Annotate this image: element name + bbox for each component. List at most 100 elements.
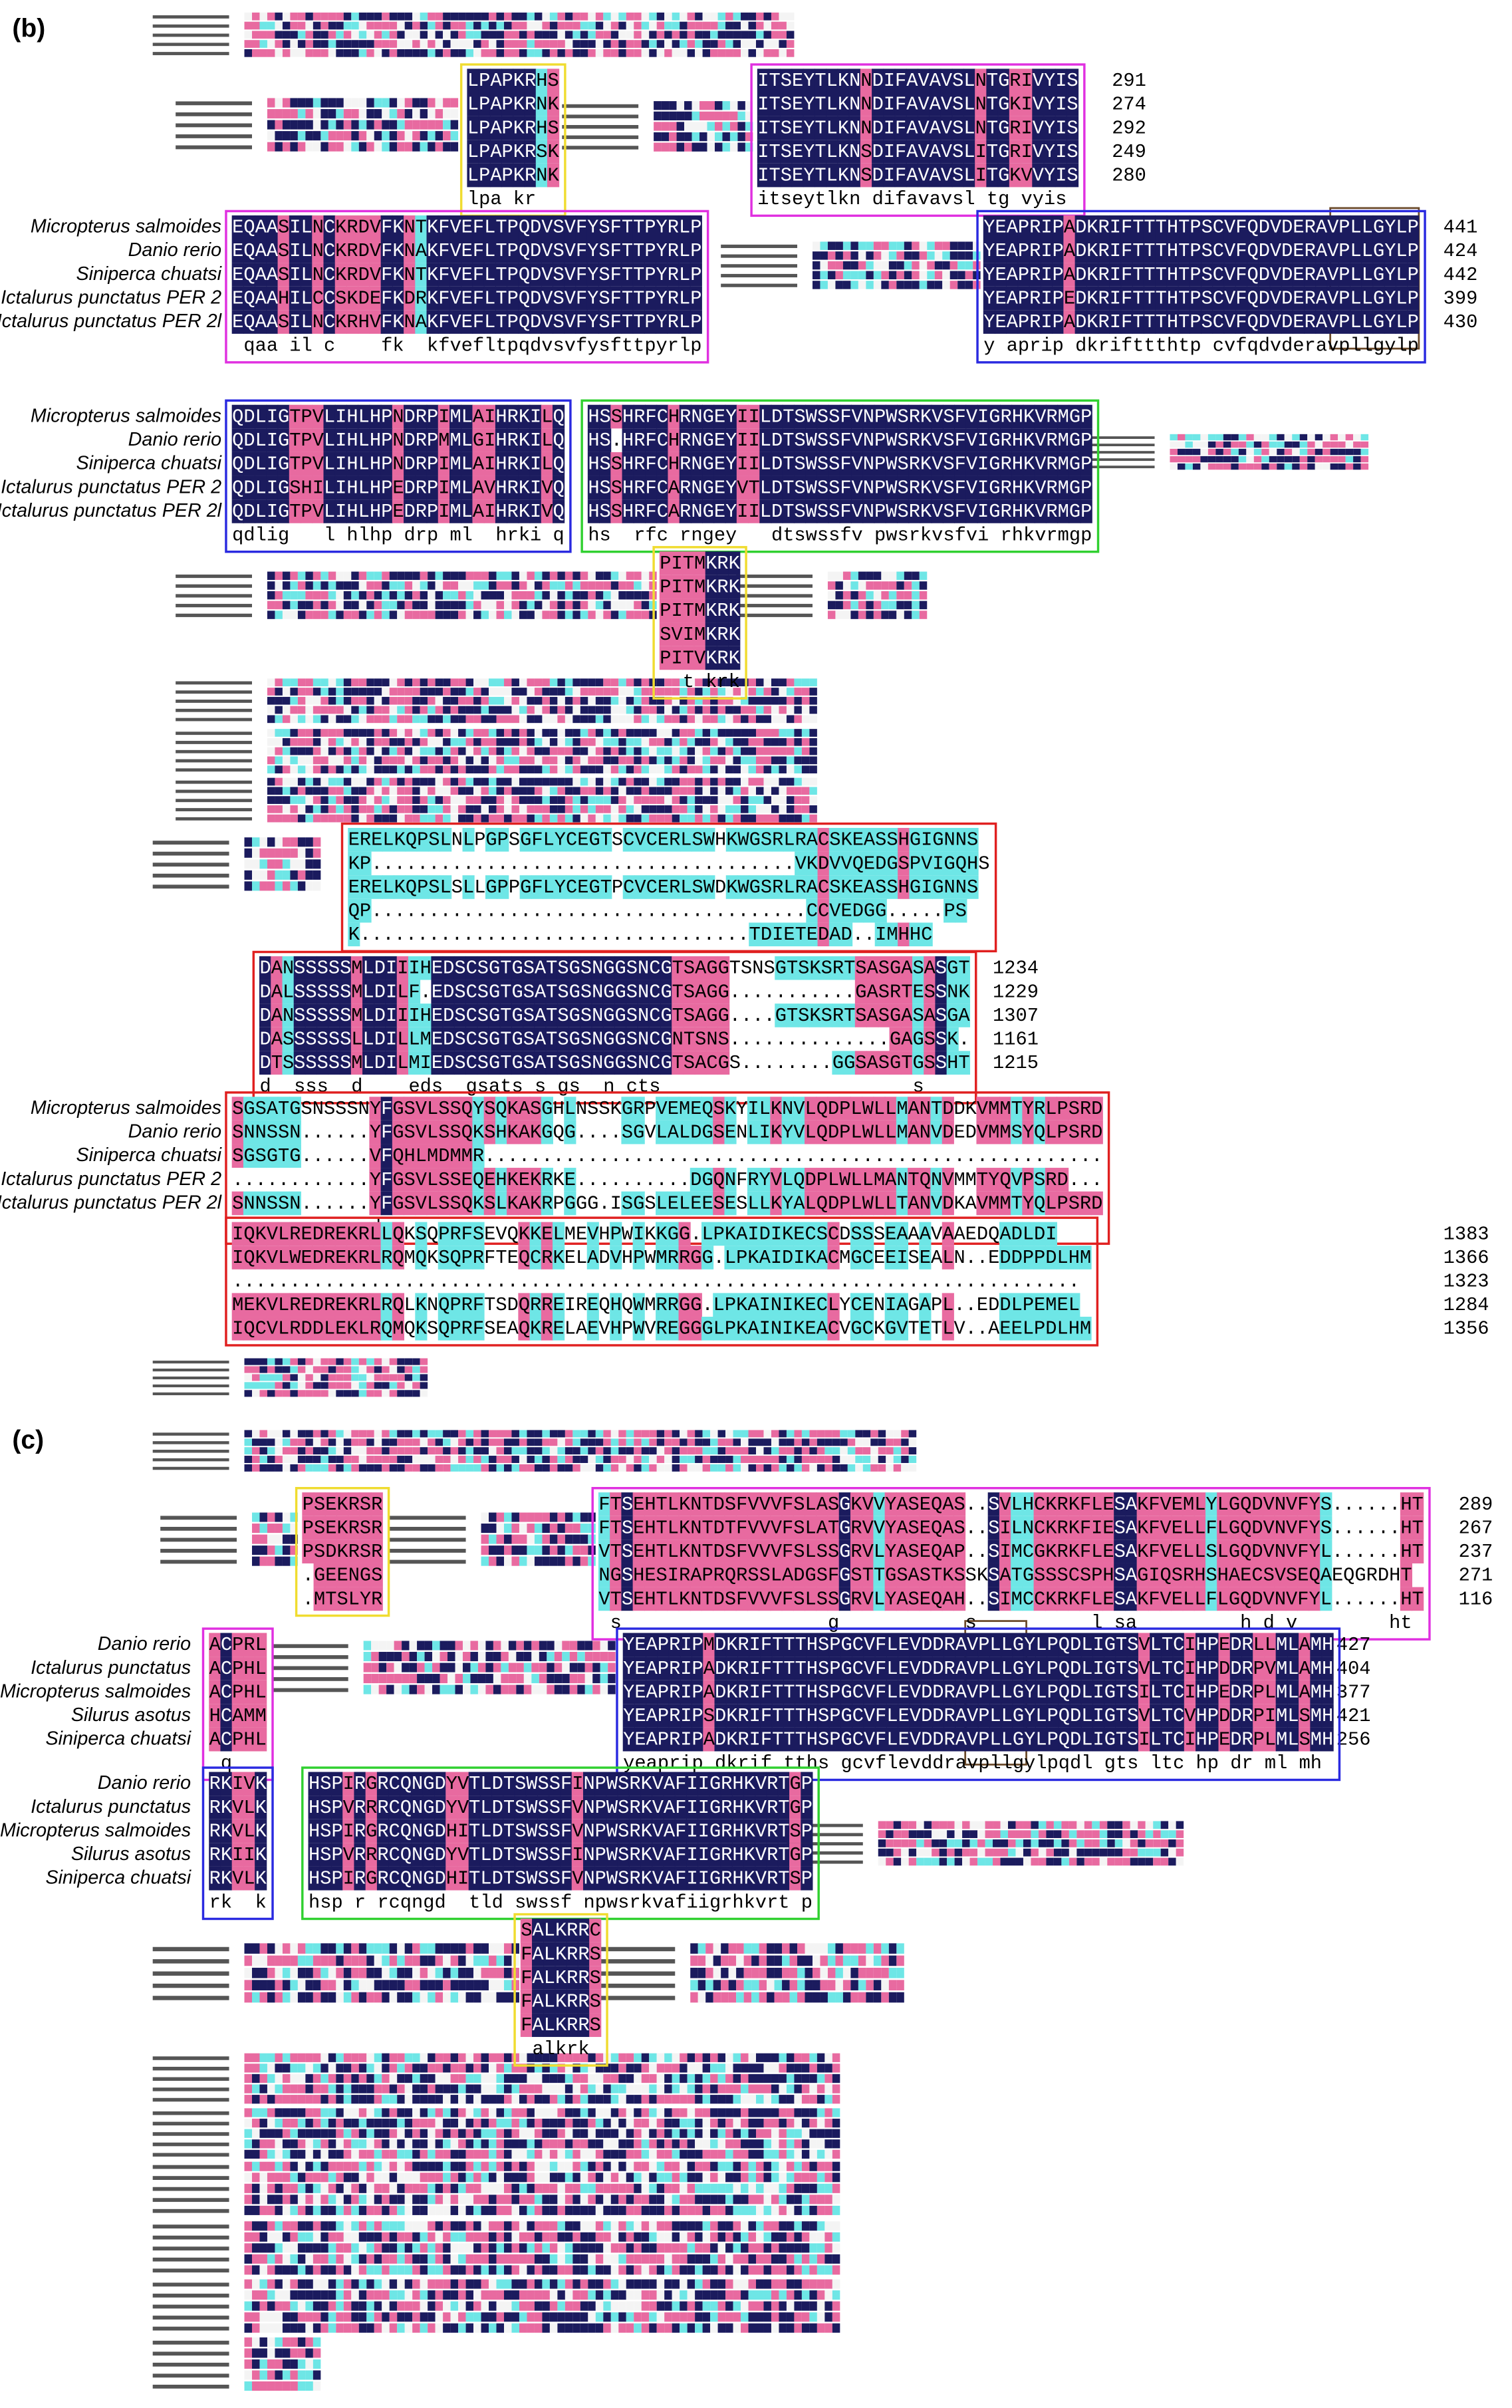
mini-residue — [737, 132, 745, 142]
mini-residue — [328, 1382, 336, 1389]
mini-residue — [366, 678, 374, 687]
mini-residue — [366, 1366, 374, 1373]
mini-residue — [389, 678, 398, 687]
mini-residue — [737, 142, 745, 152]
mini-residue — [435, 678, 443, 687]
mini-residue — [866, 1992, 874, 2003]
mini-residue — [733, 688, 741, 696]
mini-residue — [705, 1967, 713, 1978]
mini-residue — [702, 2074, 711, 2083]
mini-residue — [374, 1430, 382, 1438]
mini-residue — [557, 12, 565, 21]
mini-residue — [1277, 456, 1285, 463]
mini-residue — [404, 777, 413, 786]
mini-residue — [343, 1464, 352, 1472]
mini-residue — [618, 696, 626, 705]
mini-residue — [531, 1663, 539, 1672]
mini-residue — [481, 1992, 489, 2003]
mini-residue — [297, 1430, 306, 1438]
mini-residue — [725, 796, 733, 804]
mini-residue — [557, 2108, 565, 2117]
mini-residue — [481, 1534, 489, 1544]
mini-residue — [450, 31, 459, 39]
mini-residue — [275, 571, 283, 581]
mini-residue — [748, 787, 756, 795]
mini-residue — [542, 2108, 550, 2117]
mini-residue — [252, 1430, 260, 1438]
mini-residue — [580, 31, 588, 39]
mini-residue — [496, 2173, 504, 2183]
mini-residue — [481, 737, 489, 746]
mini-residue — [774, 1955, 783, 1966]
mini-residue — [927, 241, 935, 250]
mini-residue — [290, 837, 298, 847]
mini-residue — [557, 2139, 565, 2149]
mini-residue — [904, 610, 912, 619]
mini-residue — [275, 729, 283, 737]
mini-residue — [1238, 441, 1247, 448]
mini-residue — [717, 21, 726, 30]
mini-residue — [1246, 463, 1254, 470]
mini-residue — [458, 2205, 466, 2215]
mini-residue — [893, 1430, 902, 1438]
mini-residue — [733, 2161, 741, 2171]
mini-residue — [455, 1684, 463, 1694]
mini-residue — [1345, 456, 1354, 463]
mini-label — [598, 1959, 676, 1964]
mini-residue — [1307, 441, 1315, 448]
mini-residue — [618, 765, 626, 773]
mini-residue — [412, 777, 420, 786]
mini-residue — [404, 2084, 413, 2093]
mini-residue — [817, 1456, 825, 1463]
mini-residue — [366, 142, 374, 152]
mini-residue — [595, 2129, 604, 2138]
mini-residue — [252, 870, 260, 880]
mini-residue — [343, 2232, 352, 2242]
mini-residue — [290, 1447, 298, 1455]
mini-residue — [511, 601, 519, 610]
mini-residue — [374, 1366, 382, 1373]
mini-residue — [282, 601, 291, 610]
mini-residue — [1145, 1839, 1154, 1847]
mini-residue — [733, 2149, 741, 2159]
mini-residue — [358, 49, 367, 57]
mini-residue — [412, 1374, 420, 1381]
mini-residue — [244, 848, 252, 858]
mini-residue — [664, 2205, 672, 2215]
mini-residue — [748, 2195, 756, 2205]
mini-residue — [374, 796, 382, 804]
mini-residue — [366, 2129, 374, 2138]
mini-residue — [1253, 456, 1262, 463]
mini-residue — [1330, 448, 1338, 456]
mini-residue — [313, 696, 321, 705]
mini-residue — [458, 1438, 466, 1446]
mini-residue — [592, 1674, 600, 1684]
mini-residue — [328, 805, 336, 813]
mini-label — [786, 1851, 863, 1855]
mini-residue — [717, 1464, 726, 1472]
mini-residue — [382, 1456, 390, 1463]
mini-residue — [687, 2161, 695, 2171]
mini-residue — [603, 2205, 611, 2215]
mini-residue — [850, 601, 858, 610]
mini-residue — [297, 98, 306, 108]
mini-residue — [450, 2221, 459, 2231]
mini-residue — [794, 737, 802, 746]
mini-residue — [634, 729, 642, 737]
mini-residue — [786, 2205, 795, 2215]
mini-residue — [748, 2139, 756, 2149]
mini-residue — [420, 1374, 428, 1381]
mini-residue — [664, 2118, 672, 2128]
mini-residue — [809, 2205, 817, 2215]
mini-residue — [358, 2205, 367, 2215]
mini-residue — [409, 1674, 418, 1684]
mini-residue — [366, 1992, 374, 2003]
mini-residue — [878, 1857, 886, 1866]
mini-residue — [504, 601, 512, 610]
mini-residue — [351, 688, 359, 696]
mini-residue — [328, 1390, 336, 1397]
mini-residue — [595, 2183, 604, 2193]
mini-residue — [428, 120, 436, 130]
mini-residue — [1145, 1830, 1154, 1838]
mini-residue — [1015, 1821, 1023, 1829]
